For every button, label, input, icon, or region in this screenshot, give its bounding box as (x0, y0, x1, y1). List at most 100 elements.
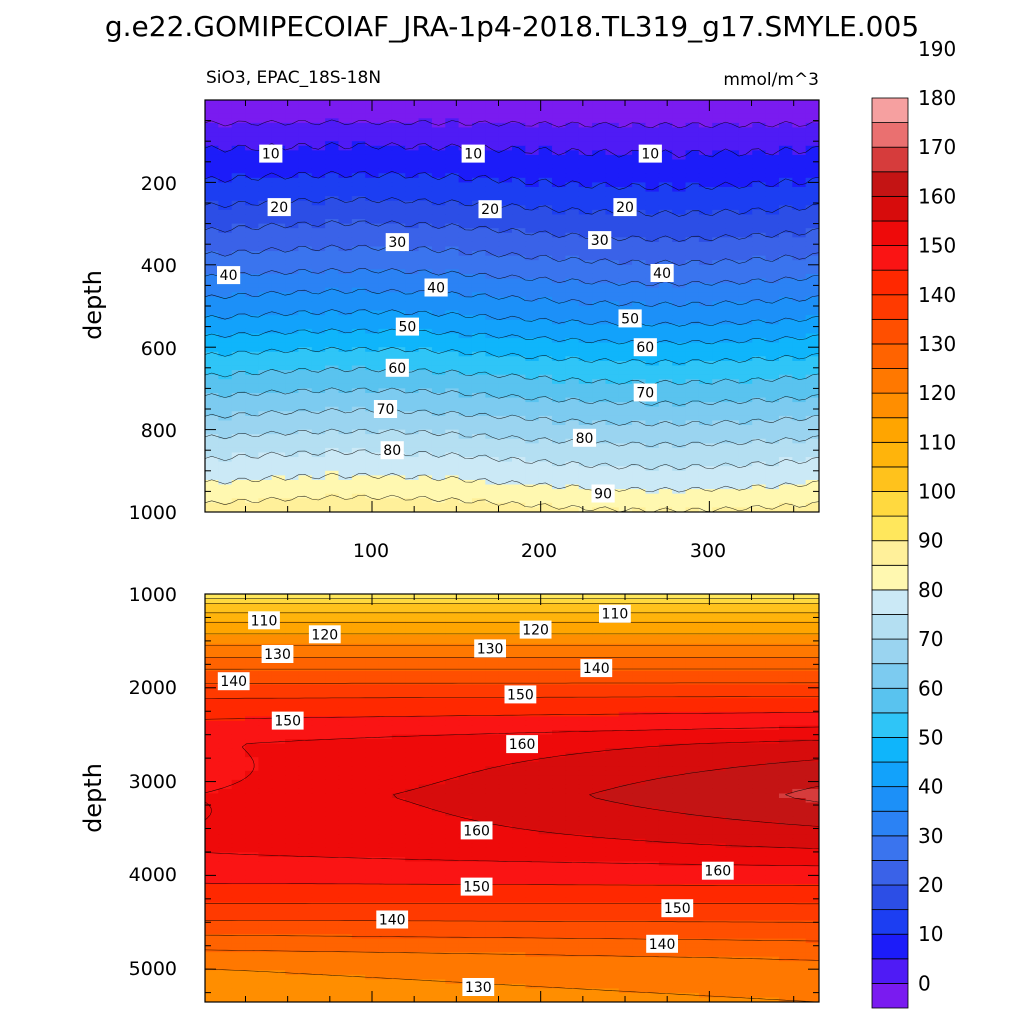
top-field-cell (338, 315, 353, 321)
top-field-cell (685, 296, 700, 303)
top-field-cell (618, 241, 633, 248)
top-field-cell (231, 319, 246, 326)
top-field-cell (471, 100, 487, 106)
top-field-cell (298, 434, 313, 440)
bottom-field-cell (805, 625, 819, 631)
top-field-cell (752, 438, 767, 445)
top-field-cell (365, 223, 380, 229)
top-field-cell (658, 452, 673, 458)
top-field-cell (765, 360, 780, 367)
top-field-cell (752, 287, 767, 293)
top-field-cell (218, 209, 233, 216)
top-field-cell (498, 461, 513, 467)
top-field-cell (298, 251, 313, 257)
top-field-cell (765, 241, 780, 248)
top-field-cell (245, 200, 260, 206)
bottom-field-cell (538, 652, 553, 659)
top-field-cell (445, 241, 460, 248)
top-field-cell (405, 209, 420, 216)
top-field-cell (618, 406, 633, 412)
top-field-cell (552, 246, 567, 252)
top-field-cell (778, 324, 794, 330)
bottom-field-cell (471, 594, 487, 600)
top-field-cell (578, 214, 593, 220)
top-field-cell (552, 338, 567, 344)
top-field-cell (351, 498, 366, 504)
top-field-cell (512, 420, 527, 426)
top-field-cell (498, 342, 513, 348)
top-field-cell (245, 457, 260, 463)
top-field-cell (778, 493, 794, 499)
top-field-cell (645, 292, 660, 298)
top-field-cell (231, 196, 246, 202)
top-field-cell (578, 177, 593, 184)
top-field-cell (431, 447, 446, 454)
top-field-cell (271, 502, 286, 509)
top-field-cell (698, 452, 713, 458)
top-field-cell (298, 186, 313, 193)
top-field-cell (391, 296, 406, 303)
top-field-cell (752, 186, 767, 193)
top-field-cell (338, 104, 353, 110)
top-field-cell (351, 145, 366, 152)
top-field-cell (565, 132, 580, 138)
top-field-cell (565, 360, 580, 367)
bottom-field-cell (552, 652, 567, 659)
top-field-cell (338, 118, 353, 124)
top-field-cell (712, 301, 727, 307)
top-field-cell (485, 356, 500, 362)
top-field-cell (778, 145, 794, 152)
top-field-cell (538, 260, 553, 266)
top-contour-label-box (259, 144, 283, 163)
top-field-cell (271, 237, 286, 243)
top-field-cell (271, 370, 286, 376)
top-field-cell (552, 379, 567, 385)
bottom-field-cell (325, 648, 340, 654)
top-field-cell (285, 283, 300, 289)
top-field-cell (792, 154, 807, 161)
top-field-cell (698, 351, 713, 358)
top-field-cell (538, 306, 553, 312)
top-field-cell (672, 200, 687, 206)
top-field-cell (525, 301, 540, 307)
bottom-field-cell (538, 648, 553, 654)
top-field-cell (338, 324, 353, 330)
top-field-cell (258, 278, 273, 284)
top-field-cell (778, 379, 794, 385)
top-field-cell (605, 374, 620, 380)
bottom-field-cell (605, 630, 620, 636)
top-field-cell (365, 232, 380, 239)
top-field-cell (672, 306, 687, 312)
top-field-cell (405, 466, 420, 472)
top-field-cell (552, 365, 567, 371)
top-field-cell (725, 113, 740, 120)
top-field-cell (538, 219, 553, 225)
top-field-cell (525, 209, 540, 216)
top-field-cell (725, 145, 740, 152)
bottom-field-cell (512, 657, 527, 663)
top-field-cell (458, 283, 473, 289)
top-field-cell (792, 489, 807, 495)
top-field-cell (778, 383, 794, 390)
top-field-cell (778, 264, 794, 271)
top-field-cell (578, 264, 593, 271)
top-field-cell (498, 150, 513, 156)
top-field-cell (205, 443, 220, 449)
top-field-cell (271, 402, 286, 408)
top-field-cell (565, 479, 580, 486)
top-field-cell (618, 447, 633, 454)
top-field-cell (325, 136, 340, 142)
top-field-cell (658, 402, 673, 408)
top-field-cell (738, 388, 753, 394)
top-field-cell (605, 383, 620, 390)
top-field-cell (765, 356, 780, 362)
top-field-cell (338, 438, 353, 445)
top-field-cell (592, 113, 607, 120)
top-field-cell (605, 145, 620, 152)
top-field-cell (592, 292, 607, 298)
top-field-cell (378, 310, 393, 316)
top-field-cell (351, 132, 366, 138)
top-field-cell (685, 475, 700, 481)
top-field-cell (498, 443, 513, 449)
bottom-field-cell (391, 643, 406, 650)
